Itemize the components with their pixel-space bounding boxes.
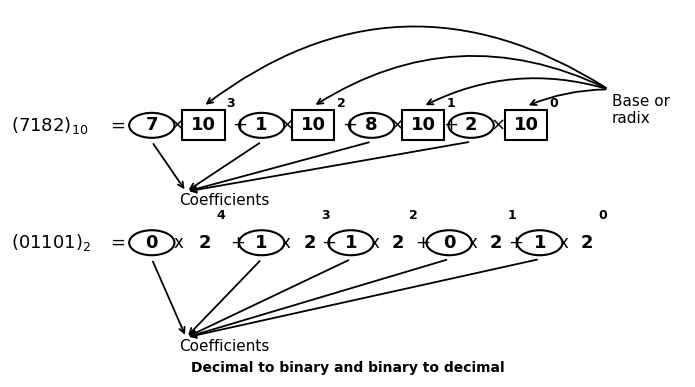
Text: ×: × xyxy=(491,116,506,134)
Text: x: x xyxy=(281,234,291,252)
Text: ×: × xyxy=(170,116,185,134)
Text: ×: × xyxy=(280,116,295,134)
Text: 0: 0 xyxy=(549,97,558,110)
Text: 1: 1 xyxy=(345,234,357,252)
Text: 7: 7 xyxy=(145,116,158,134)
Text: 1: 1 xyxy=(256,116,268,134)
Text: Coefficients: Coefficients xyxy=(179,339,270,354)
Text: 2: 2 xyxy=(336,97,345,110)
Text: 2: 2 xyxy=(199,234,211,252)
Text: 10: 10 xyxy=(411,116,436,134)
Text: x: x xyxy=(369,234,379,252)
Text: 1: 1 xyxy=(507,209,516,222)
Text: 3: 3 xyxy=(227,97,236,110)
Text: Coefficients: Coefficients xyxy=(179,194,270,209)
Text: 2: 2 xyxy=(489,234,502,252)
Text: $(01101)_{2}$: $(01101)_{2}$ xyxy=(11,232,91,253)
Text: Base or
radix: Base or radix xyxy=(612,94,670,127)
Text: =: = xyxy=(111,234,126,252)
Text: +: + xyxy=(443,116,458,134)
Text: 2: 2 xyxy=(580,234,593,252)
Text: 3: 3 xyxy=(321,209,330,222)
Text: 0: 0 xyxy=(145,234,158,252)
Text: Decimal to binary and binary to decimal: Decimal to binary and binary to decimal xyxy=(190,361,505,375)
Text: 2: 2 xyxy=(391,234,404,252)
Text: 10: 10 xyxy=(191,116,216,134)
Text: x: x xyxy=(468,234,477,252)
Text: 0: 0 xyxy=(443,234,455,252)
Text: +: + xyxy=(416,234,430,252)
Text: +: + xyxy=(322,234,336,252)
Text: 1: 1 xyxy=(256,234,268,252)
Text: ×: × xyxy=(390,116,405,134)
Text: x: x xyxy=(173,234,183,252)
Text: +: + xyxy=(230,234,245,252)
Text: 10: 10 xyxy=(301,116,326,134)
Text: 10: 10 xyxy=(514,116,539,134)
Text: 2: 2 xyxy=(304,234,316,252)
Text: 2: 2 xyxy=(409,209,418,222)
Text: 0: 0 xyxy=(598,209,607,222)
Text: =: = xyxy=(111,116,126,134)
Text: 1: 1 xyxy=(446,97,455,110)
Text: 8: 8 xyxy=(365,116,378,134)
Text: 2: 2 xyxy=(465,116,477,134)
Text: $(7182)_{10}$: $(7182)_{10}$ xyxy=(11,115,88,136)
Text: 4: 4 xyxy=(216,209,225,222)
Text: +: + xyxy=(342,116,357,134)
Text: +: + xyxy=(508,234,523,252)
Text: x: x xyxy=(558,234,568,252)
Text: 1: 1 xyxy=(534,234,546,252)
Text: +: + xyxy=(232,116,247,134)
